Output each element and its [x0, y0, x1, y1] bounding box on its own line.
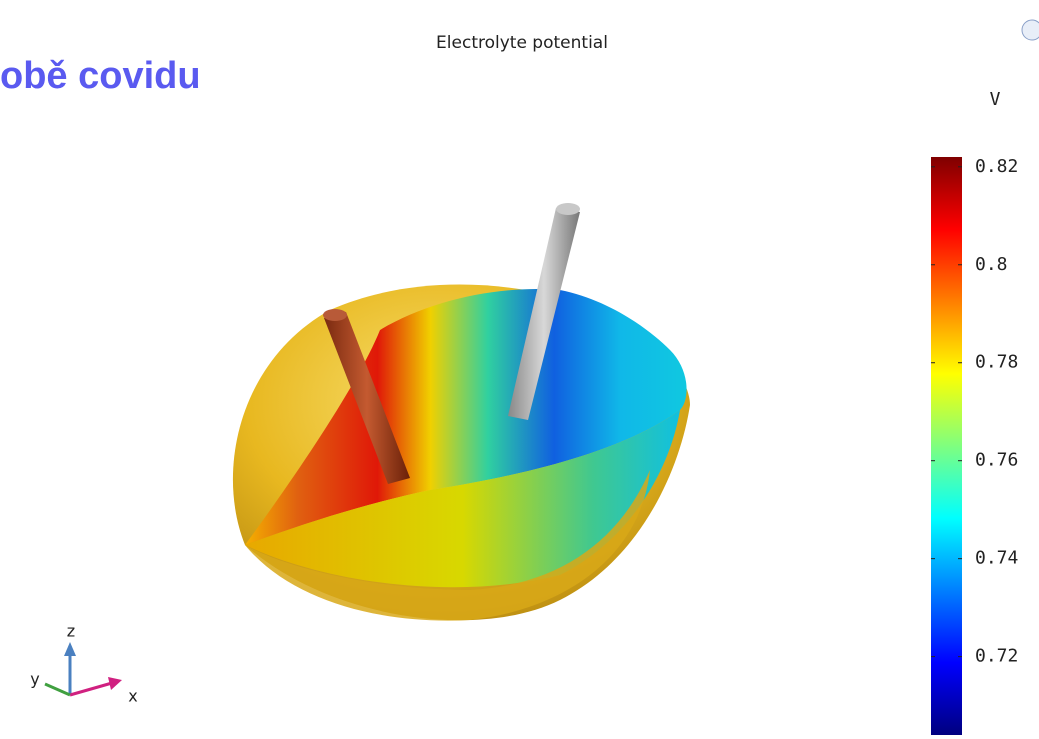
heading: obě covidu [0, 55, 201, 97]
cut-face-lower [245, 410, 680, 588]
toolbar-icon[interactable] [1021, 19, 1039, 41]
axis-label-y: y [30, 670, 39, 689]
colorbar-scale [931, 157, 962, 735]
colorbar-unit: V [990, 89, 1001, 110]
electrode-copper [323, 309, 410, 484]
axis-label-x: x [128, 687, 137, 706]
tick-label: 0.82 [975, 156, 1018, 177]
tick-label: 0.78 [975, 352, 1018, 373]
tick-label: 0.76 [975, 450, 1018, 471]
colorbar: 0.72 0.74 0.76 0.78 0.8 0.82 [931, 156, 1018, 735]
tick-label: 0.74 [975, 548, 1018, 569]
axis-triad: z y x [30, 622, 137, 706]
cut-face [245, 289, 687, 545]
tick-label: 0.8 [975, 254, 1008, 275]
peel-rim [245, 470, 650, 621]
lemon-model [232, 203, 690, 621]
tick-label: 0.72 [975, 646, 1018, 667]
axis-label-z: z [67, 622, 75, 641]
plot-title: Electrolyte potential [436, 33, 608, 53]
electrode-zinc [508, 203, 580, 420]
